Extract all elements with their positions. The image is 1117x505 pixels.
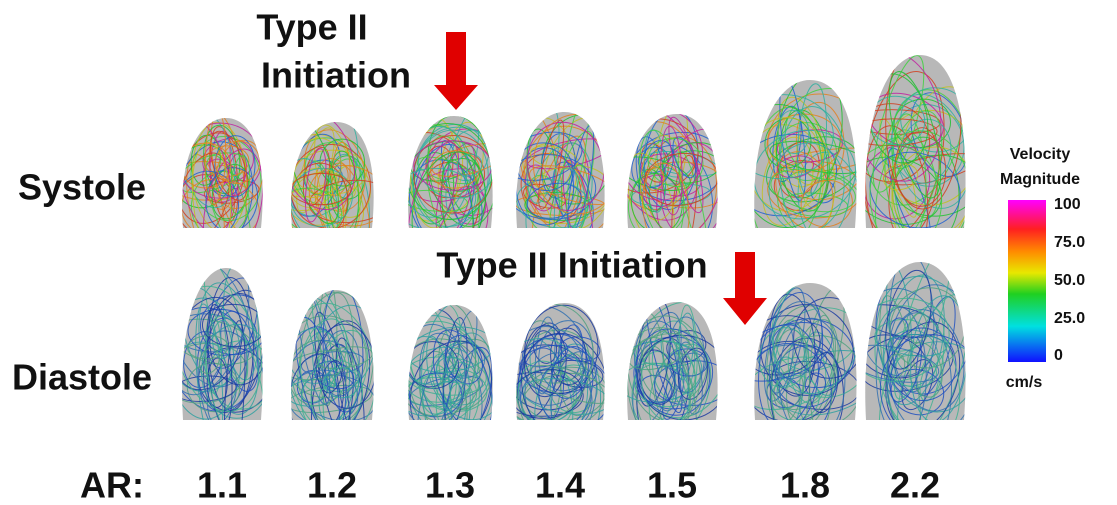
colorbar-unit: cm/s: [1006, 374, 1043, 391]
ar-label: AR:: [80, 465, 144, 505]
panel: [373, 295, 518, 458]
streamlines: [491, 95, 629, 266]
arrow: [434, 32, 478, 110]
ar-values: 1.1 1.2 1.3 1.4 1.5 1.8 2.2: [197, 465, 940, 505]
streamlines: [162, 102, 273, 271]
panel: [727, 66, 883, 254]
ar-value: 2.2: [890, 465, 940, 505]
colorbar-tick-label: 100: [1054, 196, 1081, 213]
panel: [598, 97, 738, 259]
ar-value: 1.3: [425, 465, 475, 505]
colorbar-tick-label: 25.0: [1054, 310, 1085, 327]
panel: [154, 241, 279, 472]
colorbar-tick-label: 0: [1054, 347, 1063, 364]
row-label: Diastole: [12, 357, 152, 398]
annotation: Type II: [256, 7, 367, 48]
panel: [267, 96, 393, 266]
panel: [279, 274, 386, 465]
ar-value: 1.2: [307, 465, 357, 505]
panel: [482, 291, 622, 454]
colorbar: [1008, 200, 1046, 362]
ar-value: 1.5: [647, 465, 697, 505]
colorbar-ticks: 100 75.0 50.0 25.0 0: [1054, 196, 1085, 364]
panel: [162, 102, 273, 271]
colorbar-title: Magnitude: [1000, 171, 1080, 188]
colorbar-tick-label: 50.0: [1054, 272, 1085, 289]
panel: [491, 95, 629, 266]
row-label: Systole: [18, 167, 146, 208]
streamlines: [267, 96, 393, 266]
colorbar-title: Velocity: [1010, 146, 1071, 163]
panel: [841, 31, 993, 267]
ar-value: 1.1: [197, 465, 247, 505]
annotation: Type II Initiation: [436, 245, 707, 286]
arrow: [723, 252, 767, 325]
colorbar-tick-label: 75.0: [1054, 234, 1085, 251]
panel: [607, 289, 739, 454]
ar-value: 1.4: [535, 465, 585, 505]
annotation: Initiation: [261, 55, 411, 96]
figure: Type II Initiation Type II Initiation Sy…: [0, 0, 1117, 505]
panel: [839, 239, 1002, 463]
ar-value: 1.8: [780, 465, 830, 505]
